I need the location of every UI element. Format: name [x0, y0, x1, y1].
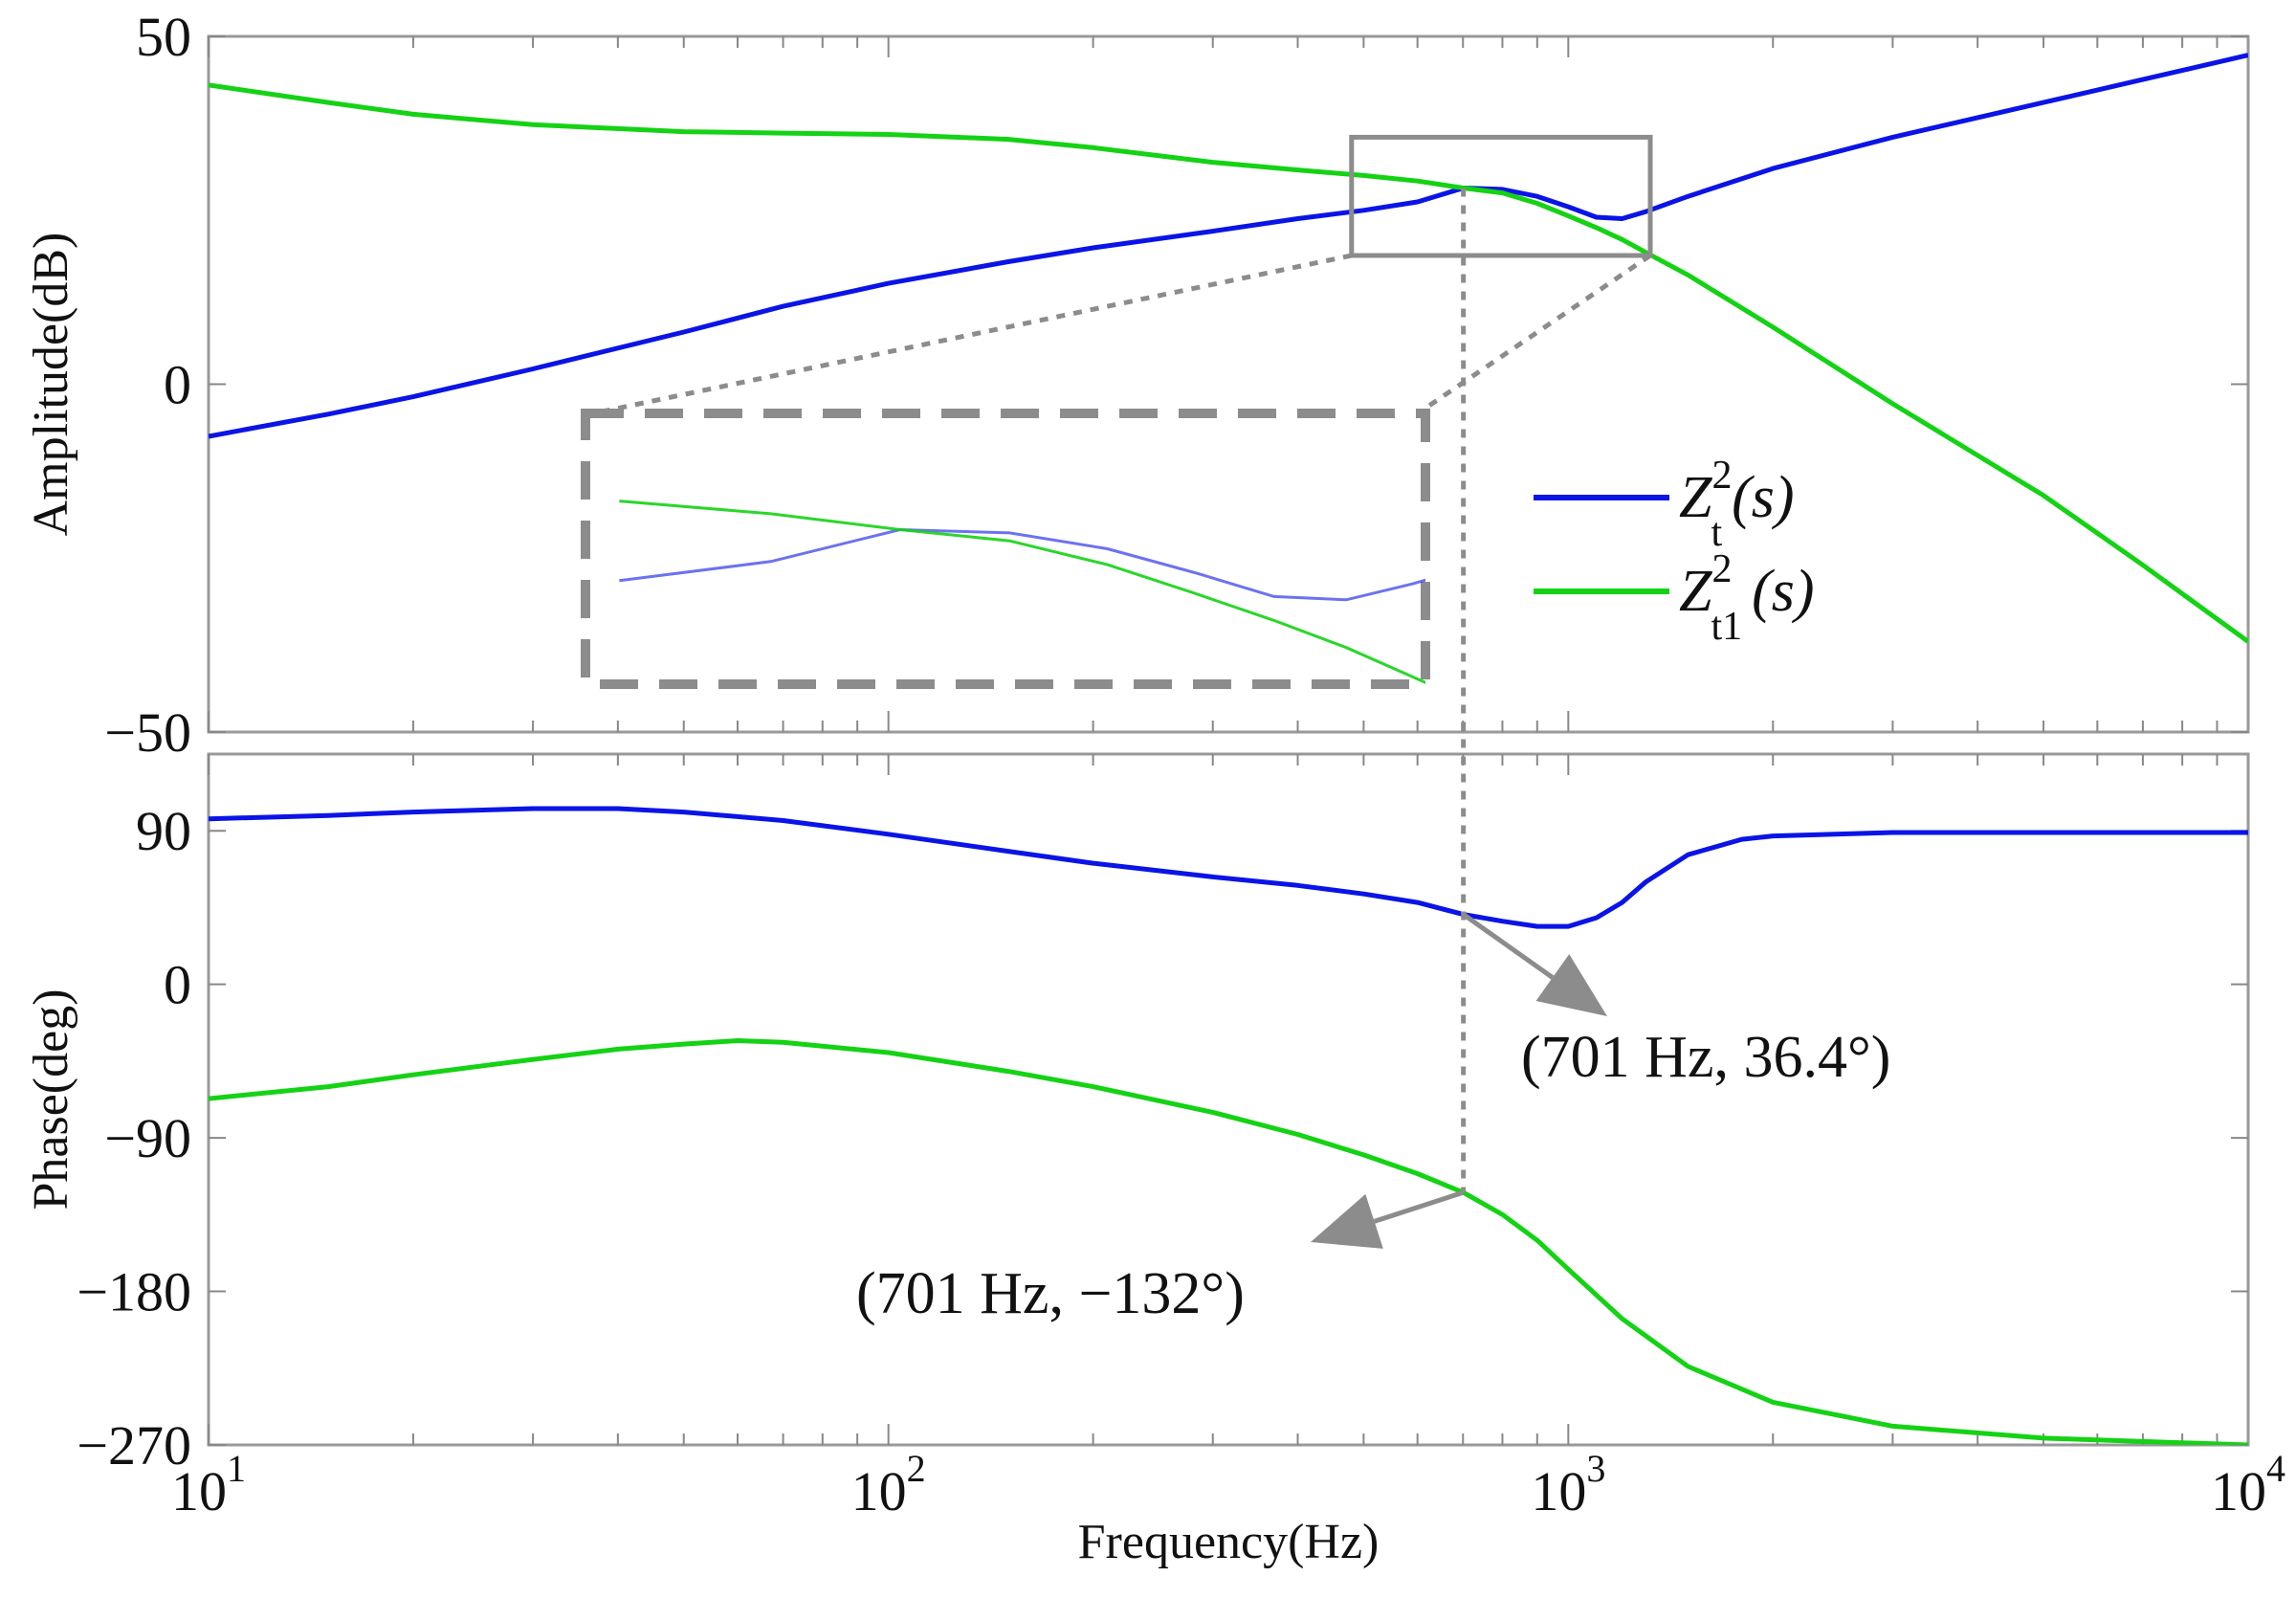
phase-y-axis-label: Phase(deg)	[24, 988, 78, 1210]
legend-label-zt12: Z2 t1(s)	[1679, 547, 1815, 649]
zoom-overlay	[581, 134, 1653, 689]
zoom-connector-line	[592, 253, 1353, 416]
zoom-inset-series-zt12	[619, 500, 1425, 684]
annotation-arrow-line	[1373, 1189, 1465, 1224]
zoom-region-box	[1349, 134, 1653, 258]
zoom-inset-series-zt2	[619, 527, 1425, 602]
x-tick-label: 103	[1531, 1447, 1605, 1522]
phase-series-zt2	[209, 806, 2248, 929]
amplitude-series-zt12	[209, 82, 2248, 644]
x-tick-label: 104	[2211, 1447, 2285, 1522]
y-tick-label-phase: −90	[104, 1107, 191, 1169]
annotation-arrow-head	[1311, 1193, 1383, 1249]
annotation-arrow-head	[1535, 954, 1607, 1016]
amplitude-y-axis-label: Amplitude(dB)	[24, 233, 78, 537]
x-tick-label: 101	[171, 1447, 246, 1522]
y-tick-label-phase: 0	[164, 954, 191, 1016]
phase-series-zt12	[209, 1038, 2248, 1445]
y-tick-label-phase: −180	[77, 1261, 191, 1323]
annotation-arrow-line	[1462, 912, 1555, 980]
tick-marks	[208, 35, 2248, 1446]
annotations: (701 Hz, 36.4°) (701 Hz, −132°)	[856, 188, 1890, 1326]
x-axis-label: Frequency(Hz)	[1078, 1515, 1380, 1569]
axis-text: 50 0 −50 Amplitude(dB) 90 0 −90 −180 −270 Phase(d…	[24, 6, 2285, 1569]
phase-panel-frame	[207, 752, 2250, 1447]
y-tick-label-phase: −270	[77, 1414, 191, 1477]
legend-label-zt2: Z2 t(s)	[1679, 454, 1795, 555]
y-tick-label-phase: 90	[136, 800, 191, 862]
legend: Z2 t(s)Z2 t1(s)	[1534, 454, 1815, 649]
zoom-connector-line	[1416, 253, 1652, 416]
annotation-label-phase-zt2: (701 Hz, 36.4°)	[1521, 1025, 1890, 1090]
annotation-label-phase-zt12: (701 Hz, −132°)	[856, 1261, 1245, 1326]
zoom-inset-frame	[581, 409, 1430, 689]
y-tick-label-amplitude: 0	[164, 354, 191, 416]
y-tick-label-amplitude: 50	[136, 6, 191, 68]
amplitude-series-zt2	[209, 53, 2248, 439]
y-tick-label-amplitude: −50	[104, 701, 191, 764]
x-tick-label: 102	[851, 1447, 926, 1522]
series-lines	[209, 53, 2248, 1445]
